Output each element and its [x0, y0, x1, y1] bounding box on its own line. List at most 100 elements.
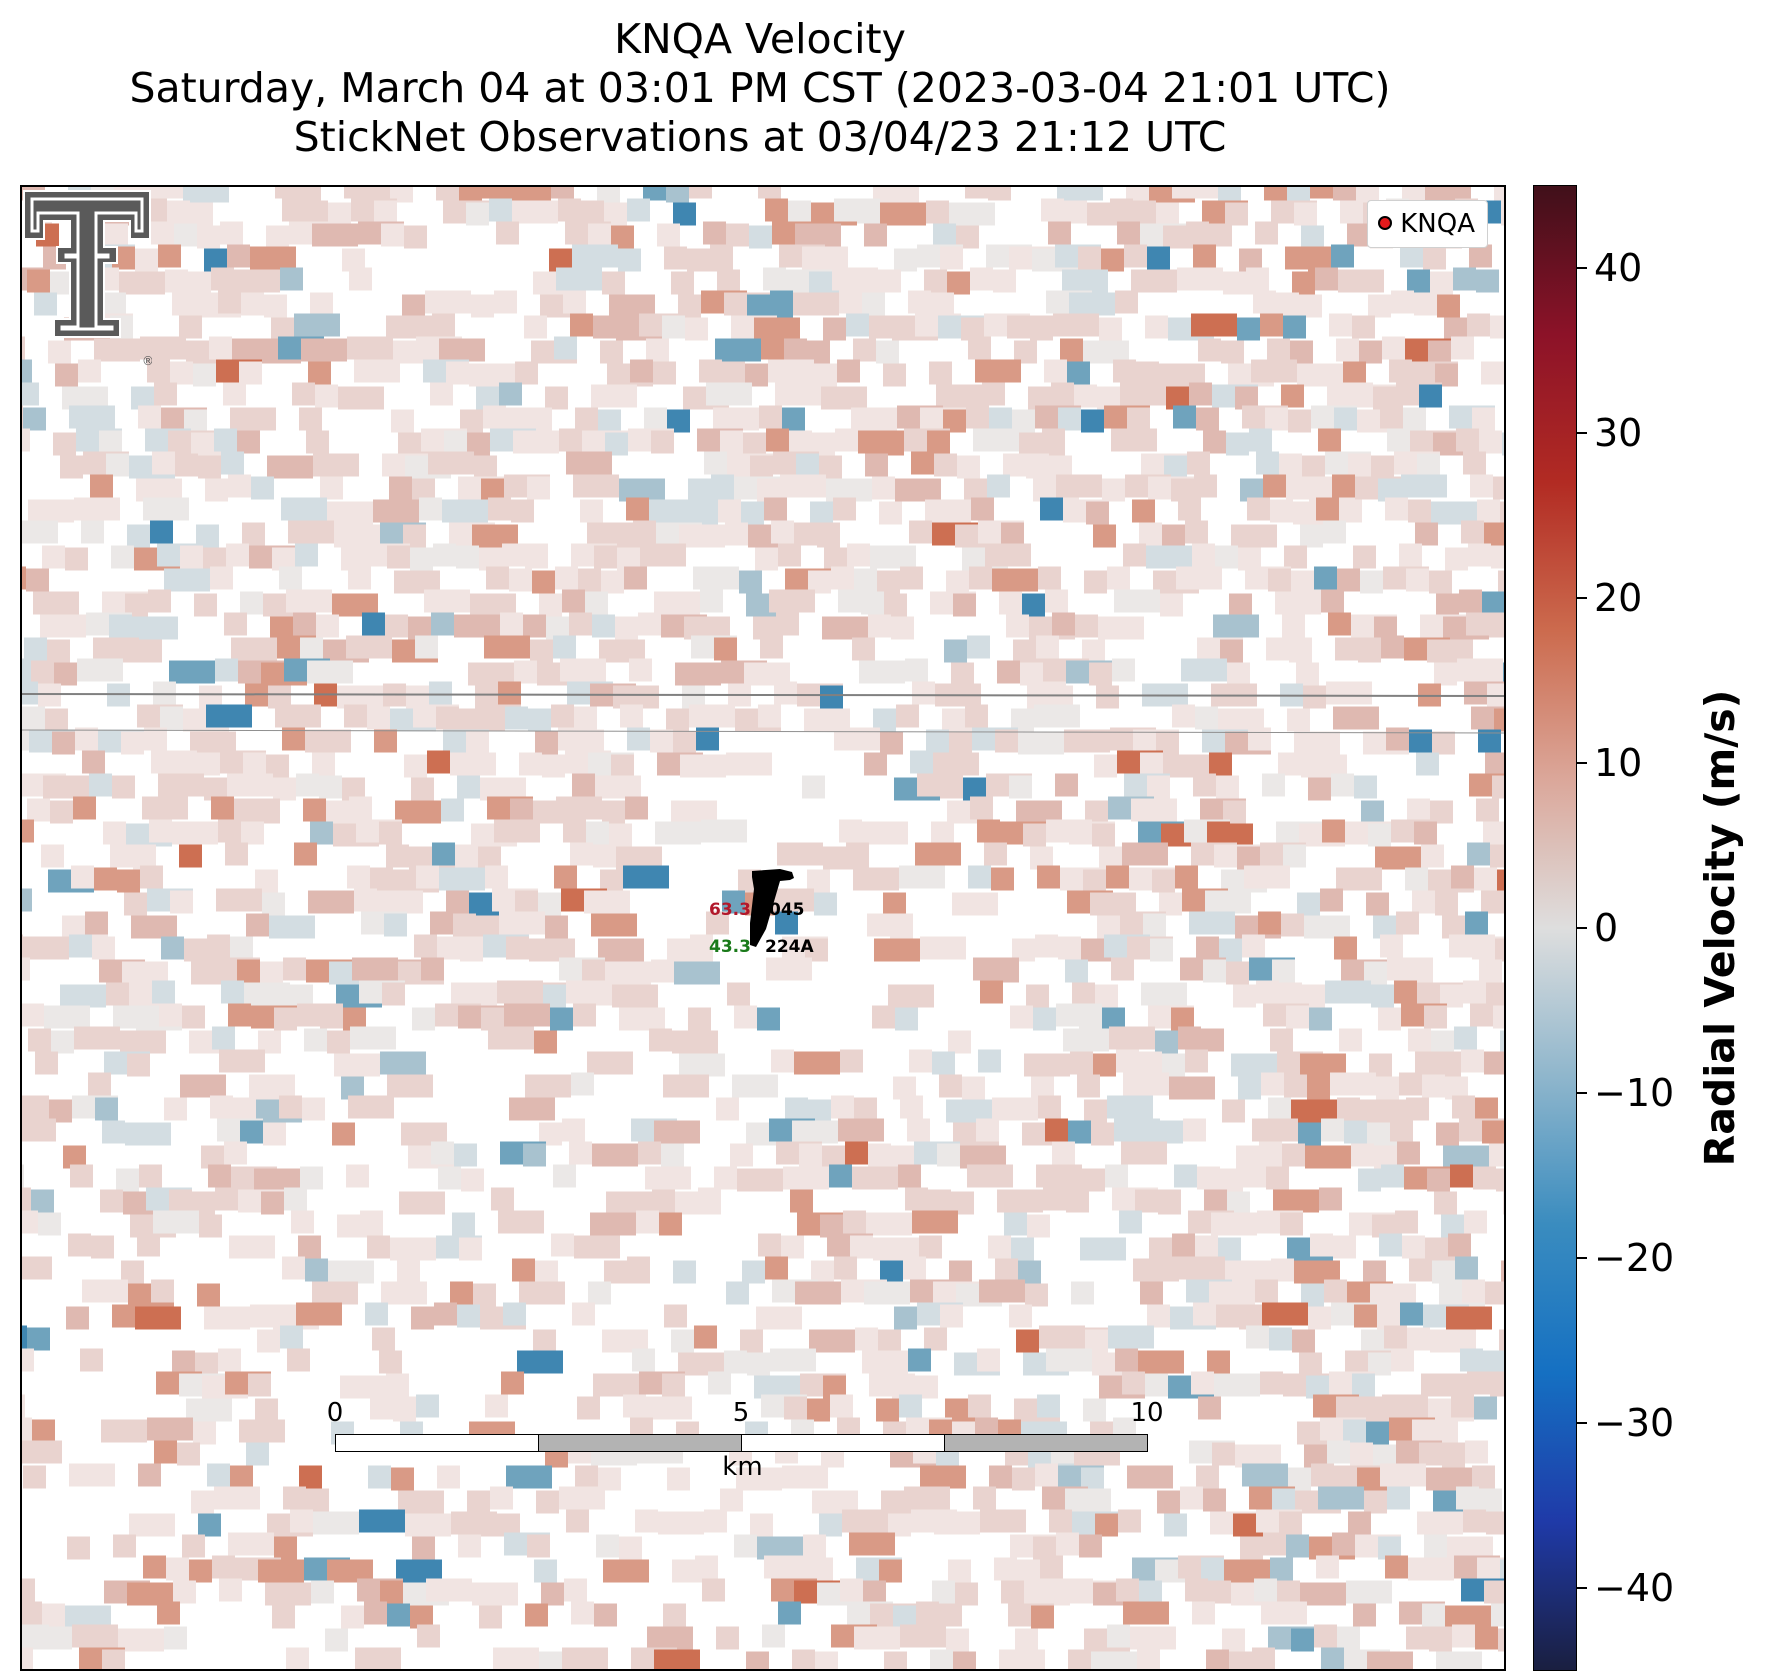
- radar-gate: [1266, 1166, 1289, 1190]
- radar-gate: [512, 1258, 535, 1282]
- radar-gate: [895, 478, 941, 502]
- radar-gate: [65, 1605, 111, 1629]
- radar-gate: [67, 1536, 90, 1560]
- radar-gate: [1391, 290, 1414, 314]
- radar-gate: [926, 729, 949, 753]
- radar-gate: [1098, 616, 1144, 640]
- radar-gate: [930, 1649, 953, 1669]
- radar-gate: [1292, 1329, 1315, 1353]
- radar-gate: [908, 290, 931, 314]
- radar-gate: [908, 1348, 931, 1372]
- radar-gate: [655, 821, 701, 845]
- radar-gate: [1371, 984, 1394, 1008]
- radar-gate: [756, 1306, 802, 1330]
- radar-gate: [1137, 1649, 1160, 1669]
- radar-gate: [394, 570, 440, 594]
- radar-gate: [490, 1486, 513, 1510]
- radar-gate: [421, 957, 444, 981]
- radar-gate: [1423, 246, 1446, 270]
- radar-gate: [854, 568, 877, 592]
- radar-gate: [434, 1302, 457, 1326]
- radar-map[interactable]: ® KNQA 63.3 045 43.3 224A: [20, 185, 1506, 1671]
- radar-gate: [1001, 522, 1024, 546]
- radar-gate: [966, 405, 989, 429]
- radar-gate: [402, 294, 425, 318]
- radar-gate: [204, 777, 227, 801]
- radar-gate: [1132, 499, 1155, 523]
- radar-gate: [136, 478, 182, 502]
- radar-gate: [1040, 497, 1063, 521]
- radar-gate: [411, 777, 434, 801]
- radar-gate: [1360, 570, 1383, 594]
- radar-gate: [175, 453, 198, 477]
- radar-gate: [1390, 1118, 1413, 1142]
- radar-gate: [395, 800, 441, 824]
- radar-gate: [1101, 248, 1124, 272]
- radar-gate: [863, 1580, 886, 1604]
- radar-gate: [1275, 591, 1321, 615]
- radar-gate: [204, 248, 227, 272]
- radar-gate: [458, 1534, 481, 1558]
- radar-gate: [1457, 658, 1503, 682]
- radar-gate: [41, 844, 64, 868]
- radar-gate: [169, 660, 215, 684]
- radar-gate: [1463, 1509, 1486, 1533]
- radar-gate: [1164, 455, 1187, 479]
- radar-gate: [22, 382, 39, 406]
- colorbar-tick-label: −40: [1594, 1566, 1675, 1611]
- radar-gate: [1111, 428, 1157, 452]
- radar-gate: [1477, 1557, 1504, 1581]
- radar-gate: [471, 294, 494, 318]
- radar-gate: [1292, 271, 1315, 295]
- radar-gate: [678, 294, 701, 318]
- radar-gate: [1085, 800, 1108, 824]
- radar-gate: [1468, 543, 1491, 567]
- radar-gate: [22, 957, 30, 981]
- radar-gate: [1422, 1074, 1445, 1098]
- radar-gate: [606, 1191, 652, 1215]
- radar-gate: [747, 1352, 770, 1376]
- radar-gate: [1448, 1233, 1471, 1257]
- radar-gate: [684, 616, 730, 640]
- radar-gate: [1469, 244, 1492, 268]
- radar-gate: [664, 1304, 687, 1328]
- radar-gate: [279, 1095, 302, 1119]
- radar-gate: [1246, 1325, 1269, 1349]
- radar-gate: [1308, 248, 1331, 272]
- radar-gate: [205, 478, 228, 502]
- radar-gate: [174, 752, 220, 776]
- radar-gate: [602, 1329, 648, 1353]
- radar-gate: [419, 497, 442, 521]
- radar-gate: [1407, 1327, 1430, 1351]
- colorbar-tick-mark: [1577, 596, 1587, 599]
- radar-gate: [95, 1097, 118, 1121]
- radar-gate: [354, 359, 400, 383]
- radar-gate: [1451, 336, 1474, 360]
- radar-gate: [94, 867, 117, 891]
- radar-gate: [1456, 1486, 1479, 1510]
- radar-gate: [1402, 187, 1425, 201]
- radar-gate: [373, 499, 419, 523]
- radar-gate: [228, 1532, 274, 1556]
- radar-gate: [22, 1394, 25, 1418]
- radar-gate: [437, 1465, 460, 1489]
- radar-gate: [1437, 294, 1460, 318]
- radar-gate: [1237, 317, 1260, 341]
- radar-gate: [638, 1141, 661, 1165]
- radar-gate: [1207, 821, 1230, 845]
- radar-gate: [804, 708, 850, 732]
- radar-gate: [675, 662, 721, 686]
- radar-gate: [174, 223, 197, 247]
- radar-gate: [771, 520, 794, 544]
- radar-gate: [218, 819, 241, 843]
- radar-gate: [1209, 1281, 1232, 1305]
- radar-gate: [264, 294, 287, 318]
- radar-gate: [755, 547, 778, 571]
- radar-gate: [1273, 1189, 1319, 1213]
- radar-gate: [22, 1164, 24, 1188]
- radar-gate: [1369, 1053, 1392, 1077]
- radar-gate: [992, 1097, 1038, 1121]
- radar-gate: [932, 1051, 955, 1075]
- radar-gate: [143, 497, 189, 521]
- radar-gate: [553, 635, 576, 659]
